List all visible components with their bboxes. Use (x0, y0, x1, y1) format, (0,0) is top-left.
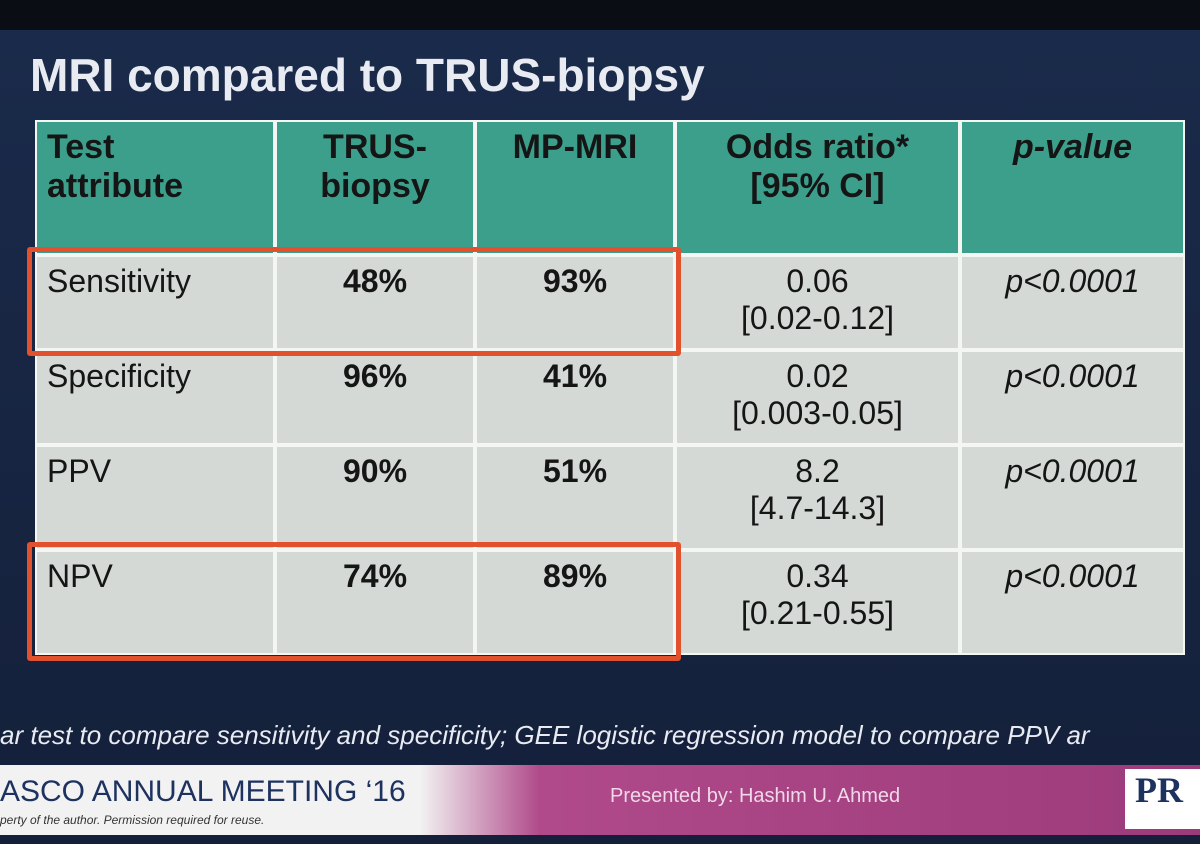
slide-title: MRI compared to TRUS-biopsy (30, 49, 705, 101)
attribute-cell: Specificity (35, 350, 275, 445)
header-cell: MP-MRI (475, 120, 675, 255)
cell-line: [95% CI] (750, 167, 885, 205)
trus-cell: 74% (275, 550, 475, 655)
attribute-cell: PPV (35, 445, 275, 550)
cell-line: Odds ratio* (725, 128, 910, 166)
cell-line: 0.06 (786, 263, 849, 299)
cell-line: [0.02-0.12] (741, 300, 894, 336)
trus-cell: 96% (275, 350, 475, 445)
cell-line: Test (47, 128, 115, 166)
odds-cell: 0.02 [0.003-0.05] (675, 350, 960, 445)
cell-line: attribute (47, 167, 183, 205)
p-value-cell: p<0.0001 (960, 445, 1185, 550)
odds-cell: 8.2 [4.7-14.3] (675, 445, 960, 550)
highlight-box (27, 247, 681, 356)
notice: perty of the author. Permission required… (0, 813, 265, 827)
header-cell: Test attribute (35, 120, 275, 255)
odds-cell: 0.06 [0.02-0.12] (675, 255, 960, 350)
trus-cell: 48% (275, 255, 475, 350)
cell-line: [0.003-0.05] (732, 395, 903, 431)
cell-line: MP-MRI (512, 128, 638, 166)
header-cell: TRUS-biopsy (275, 120, 475, 255)
logo: PR (1125, 769, 1200, 829)
cell-line: 8.2 (795, 453, 840, 489)
odds-cell: 0.34 [0.21-0.55] (675, 550, 960, 655)
mri-cell: 93% (475, 255, 675, 350)
cell-line: 0.02 (786, 358, 849, 394)
cell-line: 0.34 (786, 558, 849, 594)
footer: ASCO ANNUAL MEETING ‘16 perty of the aut… (0, 765, 1200, 835)
trus-cell: 90% (275, 445, 475, 550)
mri-cell: 89% (475, 550, 675, 655)
attribute-cell: NPV (35, 550, 275, 655)
highlight-box (27, 542, 681, 661)
footnote: ar test to compare sensitivity and speci… (0, 720, 1090, 750)
mri-cell: 51% (475, 445, 675, 550)
cell-line: [0.21-0.55] (741, 595, 894, 631)
cell-line: [4.7-14.3] (749, 490, 886, 526)
slide: MRI compared to TRUS-biopsy Test attribut… (0, 30, 1200, 844)
p-value-cell: p<0.0001 (960, 350, 1185, 445)
attribute-cell: Sensitivity (35, 255, 275, 350)
p-value-cell: p<0.0001 (960, 550, 1185, 655)
cell-line: biopsy (320, 167, 430, 205)
p-value-cell: p<0.0001 (960, 255, 1185, 350)
presenter: Presented by: Hashim U. Ahmed (610, 785, 901, 807)
cell-line: TRUS- (323, 128, 427, 166)
header-cell: p-value (960, 120, 1185, 255)
mri-cell: 41% (475, 350, 675, 445)
header-cell: Odds ratio* [95% CI] (675, 120, 960, 255)
meeting: ASCO ANNUAL MEETING ‘16 (0, 775, 406, 808)
cell-line: p-value (1012, 128, 1133, 166)
